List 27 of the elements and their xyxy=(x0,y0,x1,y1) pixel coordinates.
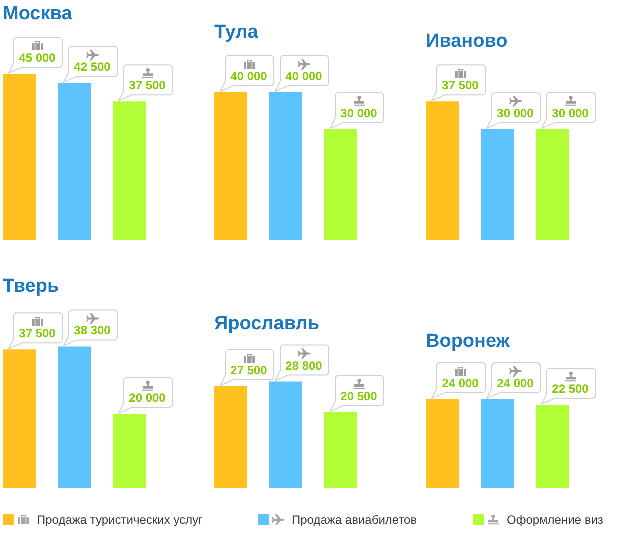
data-label: 27 500 xyxy=(230,364,268,378)
text: Продажа авиабилетов xyxy=(292,513,418,527)
chart-title: Ярославль xyxy=(214,313,320,334)
text: Оформление виз xyxy=(507,513,604,527)
data-label: 37 500 xyxy=(442,78,480,93)
chart-title: Москва xyxy=(3,4,73,24)
text: Продажа туристических услуг xyxy=(37,513,204,527)
data-label: 22 500 xyxy=(552,382,590,396)
data-label: 38 300 xyxy=(74,324,112,338)
data-label: 24 000 xyxy=(442,376,480,390)
data-label: 42 500 xyxy=(74,60,112,74)
data-label: 30 000 xyxy=(552,106,590,120)
chart-title: Тверь xyxy=(3,276,60,298)
chart-title: Иваново xyxy=(426,31,508,52)
data-label: 30 000 xyxy=(340,106,378,120)
data-label: 37 500 xyxy=(19,326,56,341)
chart-title: Тула xyxy=(214,22,259,43)
data-label: 20 500 xyxy=(340,389,378,404)
data-label: 20 000 xyxy=(129,391,166,406)
data-label: 40 000 xyxy=(286,69,323,84)
data-label: 45 000 xyxy=(19,51,56,65)
data-label: 37 500 xyxy=(129,78,166,93)
chart-title: Воронеж xyxy=(426,330,510,352)
data-label: 28 800 xyxy=(286,358,323,373)
data-label: 24 000 xyxy=(497,376,534,390)
data-label: 30 000 xyxy=(497,106,534,120)
data-label: 40 000 xyxy=(230,69,268,84)
